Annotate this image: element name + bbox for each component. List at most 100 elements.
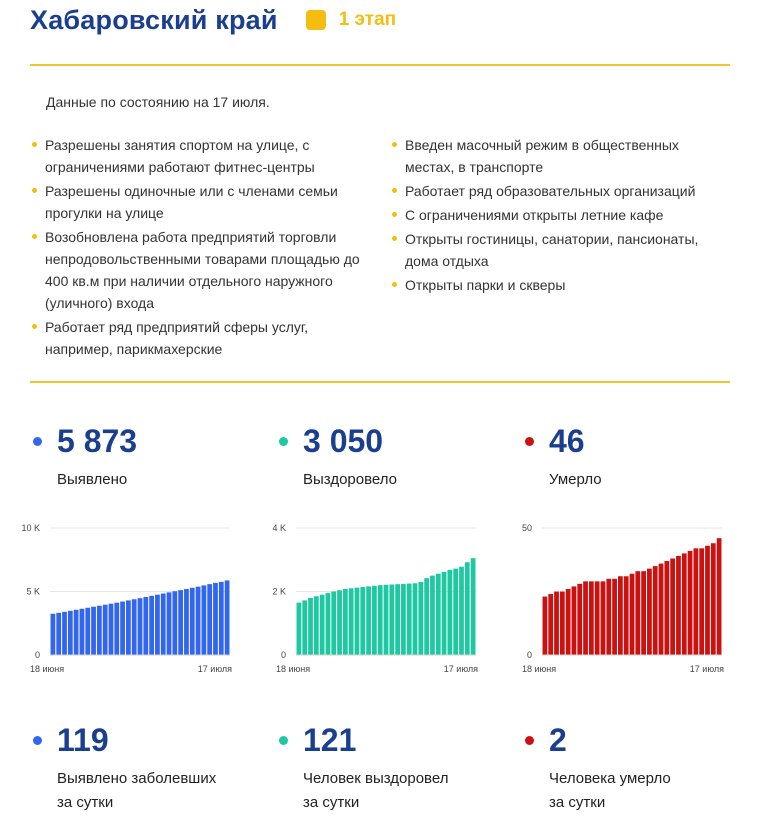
- stat-dot-icon: [279, 735, 288, 745]
- chart-deaths-svg: 0 50 18 июня 17 июля: [522, 523, 724, 674]
- bar: [85, 607, 91, 655]
- bar: [56, 612, 62, 655]
- bar: [554, 591, 559, 655]
- bar: [559, 591, 565, 655]
- bar: [120, 601, 125, 655]
- bar: [296, 602, 302, 655]
- stat-label-line: Человек выздоровел: [303, 770, 449, 787]
- bar: [308, 597, 313, 655]
- measure-item: Введен масочный режим в общественных мес…: [390, 134, 730, 178]
- x-tick-label: 17 июля: [444, 664, 478, 674]
- bar: [360, 587, 366, 655]
- bar: [693, 548, 699, 655]
- bar: [325, 593, 331, 655]
- bar: [160, 593, 166, 655]
- bar: [441, 571, 447, 655]
- bar: [313, 596, 319, 655]
- bar: [155, 594, 160, 655]
- bar: [664, 561, 670, 655]
- bar: [50, 613, 56, 655]
- bar: [406, 583, 412, 655]
- stat-value: 2: [549, 721, 567, 758]
- bar: [710, 543, 716, 655]
- stat-label: Выявлено заболевших за сутки: [57, 767, 260, 815]
- stat-dot-icon: [525, 735, 534, 745]
- total-recovered: 3 050 Выздоровело: [276, 421, 506, 492]
- daily-detected: 119 Выявлено заболевших за сутки: [30, 720, 260, 815]
- y-tick-label: 4 K: [272, 523, 286, 533]
- bar: [201, 585, 207, 655]
- bar: [224, 580, 230, 655]
- bar: [377, 585, 383, 655]
- bar: [108, 603, 114, 655]
- measure-item: Разрешены одиночные или с членами семьи …: [30, 180, 370, 224]
- bar: [67, 610, 73, 655]
- bar: [548, 594, 554, 655]
- stat-value: 5 873: [57, 422, 138, 459]
- bar: [137, 598, 143, 655]
- bar: [366, 586, 371, 655]
- bar: [699, 548, 705, 655]
- bar: [302, 600, 308, 655]
- chart-detected: 0 5 K 10 K 18 июня 17 июля: [0, 518, 240, 683]
- bar: [623, 576, 629, 655]
- stat-value: 3 050: [303, 422, 384, 459]
- bar: [114, 602, 120, 655]
- daily-deaths: 2 Человека умерло за сутки: [522, 720, 752, 815]
- bar: [166, 592, 172, 655]
- bar: [424, 578, 430, 655]
- stage-label: 1 этап: [338, 9, 397, 30]
- bar: [577, 583, 583, 655]
- bar: [184, 588, 189, 655]
- bar: [91, 606, 96, 655]
- bar: [606, 578, 612, 655]
- bar: [435, 573, 441, 655]
- bar: [430, 575, 435, 655]
- total-detected: 5 873 Выявлено: [30, 421, 260, 492]
- bar: [641, 571, 646, 655]
- bar: [79, 608, 85, 655]
- bar: [453, 568, 459, 655]
- bar: [681, 553, 687, 655]
- bar: [571, 586, 577, 655]
- bar: [342, 588, 348, 655]
- bar: [178, 590, 184, 655]
- bar: [319, 594, 325, 655]
- bar: [218, 581, 224, 655]
- stat-value: 46: [549, 422, 585, 459]
- bar: [670, 558, 676, 655]
- bar: [583, 581, 588, 655]
- bar: [464, 562, 470, 655]
- stat-label: Выявлено: [57, 471, 128, 488]
- bar: [565, 588, 571, 655]
- stat-label: Человека умерло за сутки: [549, 767, 752, 815]
- bar: [418, 581, 424, 655]
- total-deaths: 46 Умерло: [522, 421, 752, 492]
- measures-right-list: Введен масочный режим в общественных мес…: [390, 134, 730, 298]
- as-of-date: Данные по состоянию на 17 июля.: [46, 94, 270, 110]
- bar: [459, 566, 464, 655]
- chart-deaths: 0 50 18 июня 17 июля: [492, 518, 732, 683]
- x-tick-label: 17 июля: [690, 664, 724, 674]
- bar: [600, 581, 606, 655]
- bar: [612, 578, 617, 655]
- bar: [143, 596, 149, 655]
- y-tick-label: 0: [527, 650, 532, 660]
- measure-item: С ограничениями открыты летние кафе: [390, 204, 730, 226]
- measure-item: Разрешены занятия спортом на улице, с ог…: [30, 134, 370, 178]
- bar: [207, 584, 213, 655]
- chart-detected-svg: 0 5 K 10 K 18 июня 17 июля: [21, 523, 232, 674]
- measures-left-list: Разрешены занятия спортом на улице, с ог…: [30, 134, 370, 362]
- bar: [126, 600, 131, 655]
- stat-label-line: Человека умерло: [549, 770, 671, 787]
- daily-recovered: 121 Человек выздоровел за сутки: [276, 720, 506, 815]
- stat-dot-icon: [33, 436, 42, 446]
- bar: [594, 581, 600, 655]
- bar: [716, 538, 722, 655]
- bar: [73, 609, 79, 655]
- bar: [635, 571, 641, 655]
- y-tick-label: 5 K: [26, 587, 40, 597]
- bar: [213, 582, 218, 655]
- region-title: Хабаровский край: [30, 4, 278, 35]
- x-tick-label: 18 июня: [522, 664, 556, 674]
